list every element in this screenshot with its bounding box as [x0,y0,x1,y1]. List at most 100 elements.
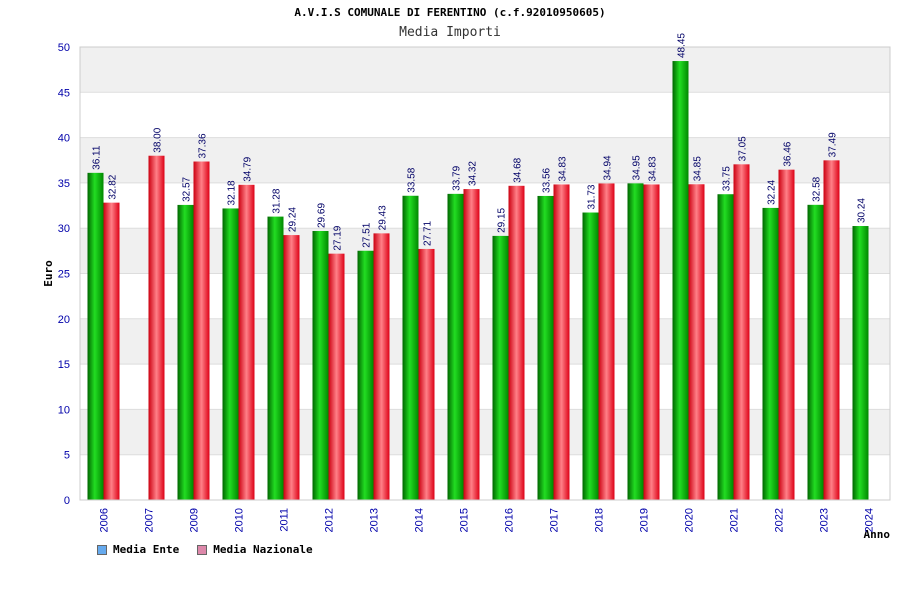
data-label: 34.32 [468,161,479,186]
bar-nazionale [193,161,210,500]
x-tick-label: 2021 [729,508,741,532]
data-label: 32.24 [767,179,778,204]
bar-nazionale [508,185,525,500]
data-label: 34.68 [513,157,524,182]
data-label: 33.56 [542,167,553,192]
plot-band [80,47,890,93]
x-tick-label: 2009 [189,508,201,532]
bar-nazionale [463,189,480,501]
plot-band [80,409,890,455]
data-label: 48.45 [677,33,688,58]
plot-band [80,137,890,183]
bar-nazionale [778,169,795,500]
bar-nazionale [553,184,570,501]
x-tick-label: 2015 [459,508,471,532]
data-label: 32.57 [182,176,193,201]
chart-subtitle: Media Importi [399,25,501,40]
bar-ente [447,193,464,500]
data-label: 32.18 [227,180,238,205]
data-label: 29.24 [288,207,299,232]
data-label: 29.69 [317,203,328,228]
legend-label-ente: Media Ente [113,543,180,556]
plot-band [80,182,890,229]
bar-nazionale [418,248,435,500]
bar-nazionale [283,235,300,500]
bar-ente [762,207,779,501]
bar-ente [267,216,284,500]
legend-item-ente: Media Ente [97,543,179,556]
bar-ente [672,61,689,500]
legend-item-nazionale: Media Nazionale [197,543,313,556]
data-label: 33.79 [452,165,463,190]
y-tick-label: 15 [58,359,70,371]
data-label: 37.49 [828,132,839,157]
data-label: 27.51 [362,222,373,247]
x-axis-label: Anno [864,528,891,541]
bar-nazionale [328,253,345,500]
x-tick-label: 2016 [504,508,516,532]
data-label: 34.95 [632,155,643,180]
bar-ente [177,204,194,500]
y-tick-label: 20 [58,314,70,326]
data-label: 34.83 [648,156,659,181]
data-label: 30.24 [857,198,868,223]
legend: Media Ente Media Nazionale [97,543,313,556]
data-label: 31.28 [272,188,283,213]
chart-title: A.V.I.S COMUNALE DI FERENTINO (c.f.92010… [294,6,606,19]
bar-ente [627,183,644,500]
bar-nazionale [688,184,705,500]
bar-nazionale [148,155,165,500]
plot-band [80,92,890,138]
y-tick-label: 40 [58,133,70,145]
y-tick-label: 30 [58,223,70,235]
data-label: 34.85 [693,156,704,181]
legend-label-nazionale: Media Nazionale [213,543,313,556]
data-label: 37.05 [738,136,749,161]
bar-ente [807,204,824,500]
bar-ente [222,208,239,500]
x-tick-label: 2022 [774,508,786,532]
data-label: 32.82 [108,174,119,199]
bar-ente [537,195,554,500]
data-label: 27.19 [333,225,344,250]
y-axis-label: Euro [42,260,55,287]
bar-nazionale [103,202,120,500]
x-tick-label: 2010 [234,508,246,532]
bar-ente [87,172,104,501]
y-tick-label: 35 [58,178,70,190]
data-label: 32.58 [812,176,823,201]
legend-swatch-nazionale [197,544,208,555]
plot-band [80,364,890,410]
data-label: 31.73 [587,184,598,209]
data-label: 29.43 [378,205,389,230]
y-tick-label: 25 [58,269,70,281]
y-tick-label: 45 [58,87,70,99]
data-label: 36.11 [92,145,103,170]
data-label: 33.75 [722,166,733,191]
x-tick-label: 2020 [684,508,696,532]
bar-nazionale [733,164,750,500]
x-tick-label: 2006 [99,508,111,532]
x-tick-label: 2018 [594,508,606,532]
bar-ente [492,235,509,500]
plot-band [80,273,890,319]
data-label: 36.46 [783,141,794,166]
bar-nazionale [823,160,840,500]
bar-ente [312,231,329,500]
plot-band [80,228,890,274]
plot-frame [79,46,891,501]
data-label: 34.94 [603,155,614,180]
data-label: 34.83 [558,156,569,181]
plot-band [80,454,890,500]
bar-nazionale [598,183,615,500]
y-tick-label: 5 [64,450,70,462]
bar-ente [852,226,869,500]
data-label: 27.71 [423,220,434,245]
bar-nazionale [373,233,390,500]
x-tick-label: 2014 [414,508,426,532]
data-label: 29.15 [497,207,508,232]
x-tick-label: 2012 [324,508,336,532]
bar-ente [402,195,419,500]
data-label: 33.58 [407,167,418,192]
